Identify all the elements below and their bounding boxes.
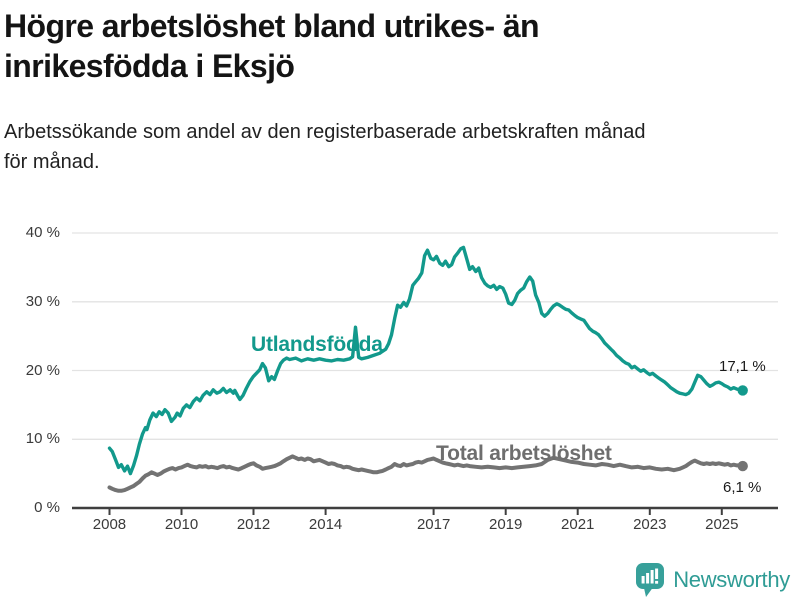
series-label-utlandsfodda: Utlandsfödda — [251, 333, 383, 356]
title-line-1: Högre arbetslöshet bland utrikes- än — [4, 8, 540, 44]
x-tick-label: 2023 — [633, 516, 667, 533]
title-line-2: inrikesfödda i Eksjö — [4, 48, 295, 84]
y-tick-label: 30 % — [25, 292, 60, 310]
total-end-dot — [737, 460, 748, 472]
page-title: Högre arbetslöshet bland utrikes- än inr… — [4, 6, 724, 86]
newsworthy-wordmark: Newsworthy — [673, 567, 790, 592]
y-tick-label: 0 % — [34, 499, 60, 516]
x-tick-label: 2012 — [236, 516, 271, 533]
series-label-total-arbetsloshet: Total arbetslöshet — [436, 442, 612, 465]
end-value-label-utlandsfodda: 17,1 % — [719, 358, 766, 375]
chart-subtitle: Arbetssökande som andel av den registerb… — [4, 117, 784, 177]
x-tick-label: 2019 — [488, 516, 523, 533]
x-tick-label: 2010 — [164, 516, 199, 533]
subtitle-line-1: Arbetssökande som andel av den registerb… — [4, 121, 646, 143]
utlandsfodda-end-dot — [737, 385, 748, 396]
newsworthy-icon — [636, 563, 665, 597]
x-tick-label: 2025 — [705, 516, 739, 533]
y-tick-label: 20 % — [25, 361, 60, 379]
x-tick-label: 2014 — [308, 516, 343, 533]
y-tick-label: 40 % — [25, 224, 60, 241]
x-tick-label: 2021 — [561, 516, 595, 533]
end-value-label-total: 6,1 % — [723, 479, 762, 496]
utlandsfodda-line — [107, 245, 745, 476]
subtitle-line-2: för månad. — [4, 151, 100, 173]
y-tick-label: 10 % — [25, 430, 60, 448]
total-line — [107, 454, 745, 493]
newsworthy-logo: Newsworthy — [635, 562, 790, 598]
x-tick-label: 2017 — [416, 516, 451, 533]
x-tick-label: 2008 — [92, 516, 127, 533]
